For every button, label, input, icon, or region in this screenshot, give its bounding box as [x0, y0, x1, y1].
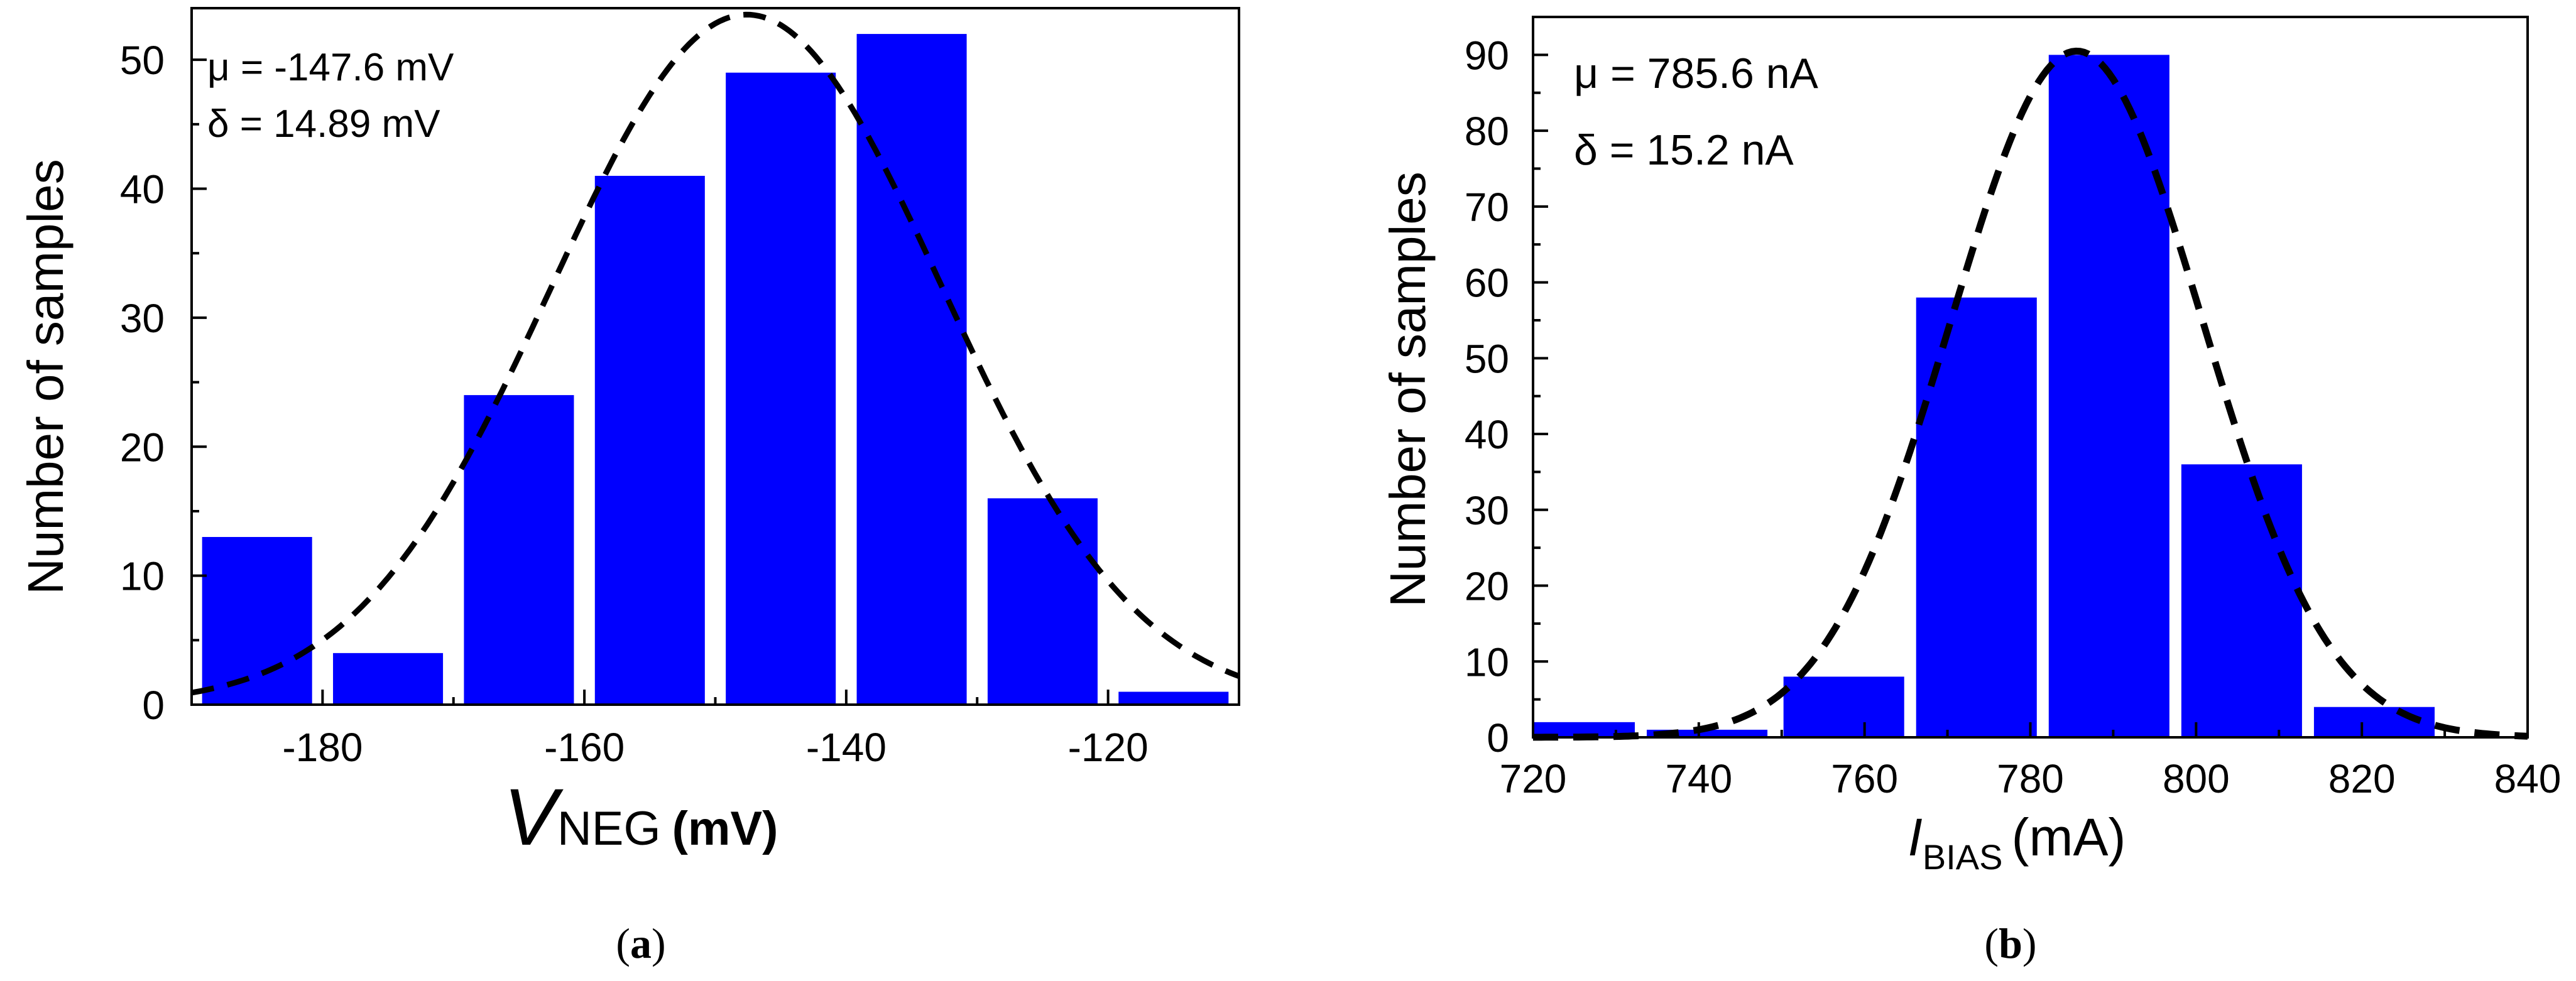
panel-b-x-axis: 720 740 760 780 800 820 840 — [1500, 722, 2562, 801]
panel-b-ytick-label-3: 30 — [1465, 488, 1509, 533]
panel-a-bar-3 — [594, 175, 705, 705]
panel-b-x-axis-subscript: BIAS — [1923, 837, 2003, 877]
panel-a-bar-2 — [464, 395, 574, 705]
panel-a-ytick-label-3: 30 — [120, 296, 165, 341]
panel-b-x-axis-label: IBIAS (mA) — [1908, 808, 2126, 877]
panel-b-x-axis-symbol: I — [1908, 808, 1923, 867]
panel-b-ytick-label-9: 90 — [1465, 33, 1509, 78]
panel-a-ytick-label-0: 0 — [142, 683, 165, 728]
panel-b-xtick-label-3: 780 — [1997, 756, 2064, 801]
panel-b-sigma-annotation: δ = 15.2 nA — [1574, 126, 1794, 174]
panel-b-ytick-label-6: 60 — [1465, 261, 1509, 306]
panel-a-xtick-label-2: -140 — [806, 725, 887, 770]
panel-a-bar-6 — [987, 498, 1098, 705]
panel-a-bar-4 — [726, 72, 836, 705]
panel-b-xtick-label-6: 840 — [2494, 756, 2562, 801]
panel-a-bar-7 — [1118, 691, 1229, 705]
panel-b-caption-letter: b — [1999, 919, 2022, 967]
panel-b-xtick-label-2: 760 — [1831, 756, 1898, 801]
panel-b-ytick-label-8: 80 — [1465, 109, 1509, 154]
panel-b-mean-annotation: μ = 785.6 nA — [1574, 50, 1819, 97]
panel-a-ytick-label-1: 10 — [120, 554, 165, 599]
panel-b-ytick-label-0: 0 — [1487, 715, 1509, 761]
panel-a-histogram: -180 -160 -140 -120 0 10 20 30 40 50 μ = -147.6 … — [18, 7, 1240, 967]
panel-b-xtick-label-0: 720 — [1500, 756, 1567, 801]
panel-a-ytick-label-4: 40 — [120, 167, 165, 212]
panel-b-bar-5 — [2181, 464, 2302, 737]
panel-b-caption: (b) — [1984, 919, 2036, 967]
panel-a-mean-annotation: μ = -147.6 mV — [207, 46, 454, 89]
panel-b-xtick-label-4: 800 — [2163, 756, 2230, 801]
panel-a-caption-letter: a — [630, 919, 652, 967]
panel-a-xtick-label-1: -160 — [544, 725, 625, 770]
panel-b-ytick-label-7: 70 — [1465, 185, 1509, 230]
panel-a-y-axis-label: Number of samples — [18, 159, 74, 595]
panel-b-ytick-label-1: 10 — [1465, 639, 1509, 685]
panel-b-ytick-label-5: 50 — [1465, 336, 1509, 381]
panel-a-xtick-label-0: -180 — [282, 725, 363, 770]
panel-b-bar-4 — [2048, 55, 2169, 738]
panel-b-bar-2 — [1783, 676, 1904, 737]
panel-b-xtick-label-5: 820 — [2328, 756, 2396, 801]
panel-a-caption: (a) — [616, 919, 665, 967]
panel-b-x-axis-unit: (mA) — [2012, 808, 2126, 867]
panel-a-xtick-label-3: -120 — [1068, 725, 1149, 770]
panel-a-bar-1 — [333, 653, 444, 705]
panel-b-histogram: 720 740 760 780 800 820 840 0 10 20 30 40 50 60 70 80 9… — [1380, 16, 2562, 967]
panel-a-bars — [202, 34, 1229, 705]
panel-a-x-axis-symbol: V — [504, 772, 564, 862]
panel-a-ytick-label-5: 50 — [120, 38, 165, 83]
panel-a-y-axis: 0 10 20 30 40 50 — [120, 38, 207, 728]
panel-a-x-axis-label: VNEG (mV) — [504, 772, 778, 862]
panel-b-xtick-label-1: 740 — [1665, 756, 1732, 801]
panel-b-ytick-label-2: 20 — [1465, 564, 1509, 609]
panel-b-y-axis-label: Number of samples — [1380, 171, 1436, 607]
panel-b-y-axis: 0 10 20 30 40 50 60 70 80 90 — [1465, 16, 1548, 761]
panel-b-ytick-label-4: 40 — [1465, 412, 1509, 457]
panel-a-bar-0 — [202, 537, 312, 705]
panel-a-sigma-annotation: δ = 14.89 mV — [207, 102, 440, 146]
panel-a-bar-5 — [856, 34, 967, 705]
panel-a-x-axis: -180 -160 -140 -120 — [190, 690, 1240, 770]
panel-a-x-axis-unit: (mV) — [672, 802, 778, 855]
panel-a-x-axis-subscript: NEG — [557, 802, 661, 855]
panel-b-bar-3 — [1916, 297, 2037, 737]
panel-a-gaussian-fit-curve — [191, 11, 1240, 696]
panel-a-ytick-label-2: 20 — [120, 425, 165, 470]
